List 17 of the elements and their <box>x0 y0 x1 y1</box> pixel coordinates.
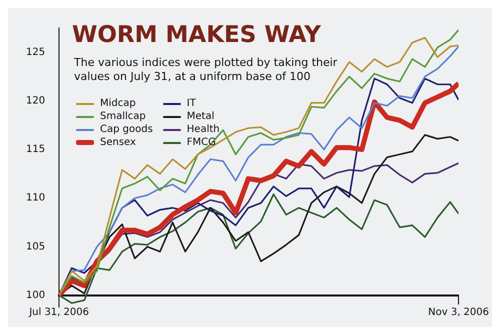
legend-label: Cap goods <box>100 124 153 135</box>
legend-label: Metal <box>186 111 214 122</box>
chart-title: WORM MAKES WAY <box>72 22 321 48</box>
legend-label: Health <box>186 124 220 135</box>
x-tick-label: Jul 31, 2006 <box>28 306 89 318</box>
legend-label: IT <box>186 98 196 109</box>
y-tick-label: 110 <box>26 192 46 204</box>
y-tick-label: 120 <box>26 96 46 107</box>
y-tick-label: 105 <box>26 241 46 252</box>
y-tick-label: 125 <box>26 46 46 58</box>
legend-label: Smallcap <box>100 111 146 122</box>
y-tick-label: 100 <box>26 290 46 301</box>
text: The various indices were plotted by taking their values on July 31, at a uniform base of 100 <box>74 56 338 84</box>
legend-label: Sensex <box>100 137 136 148</box>
legend-label: Midcap <box>100 98 136 109</box>
x-tick-label: Nov 3, 2006 <box>428 306 490 318</box>
y-tick-label: 115 <box>26 144 46 156</box>
